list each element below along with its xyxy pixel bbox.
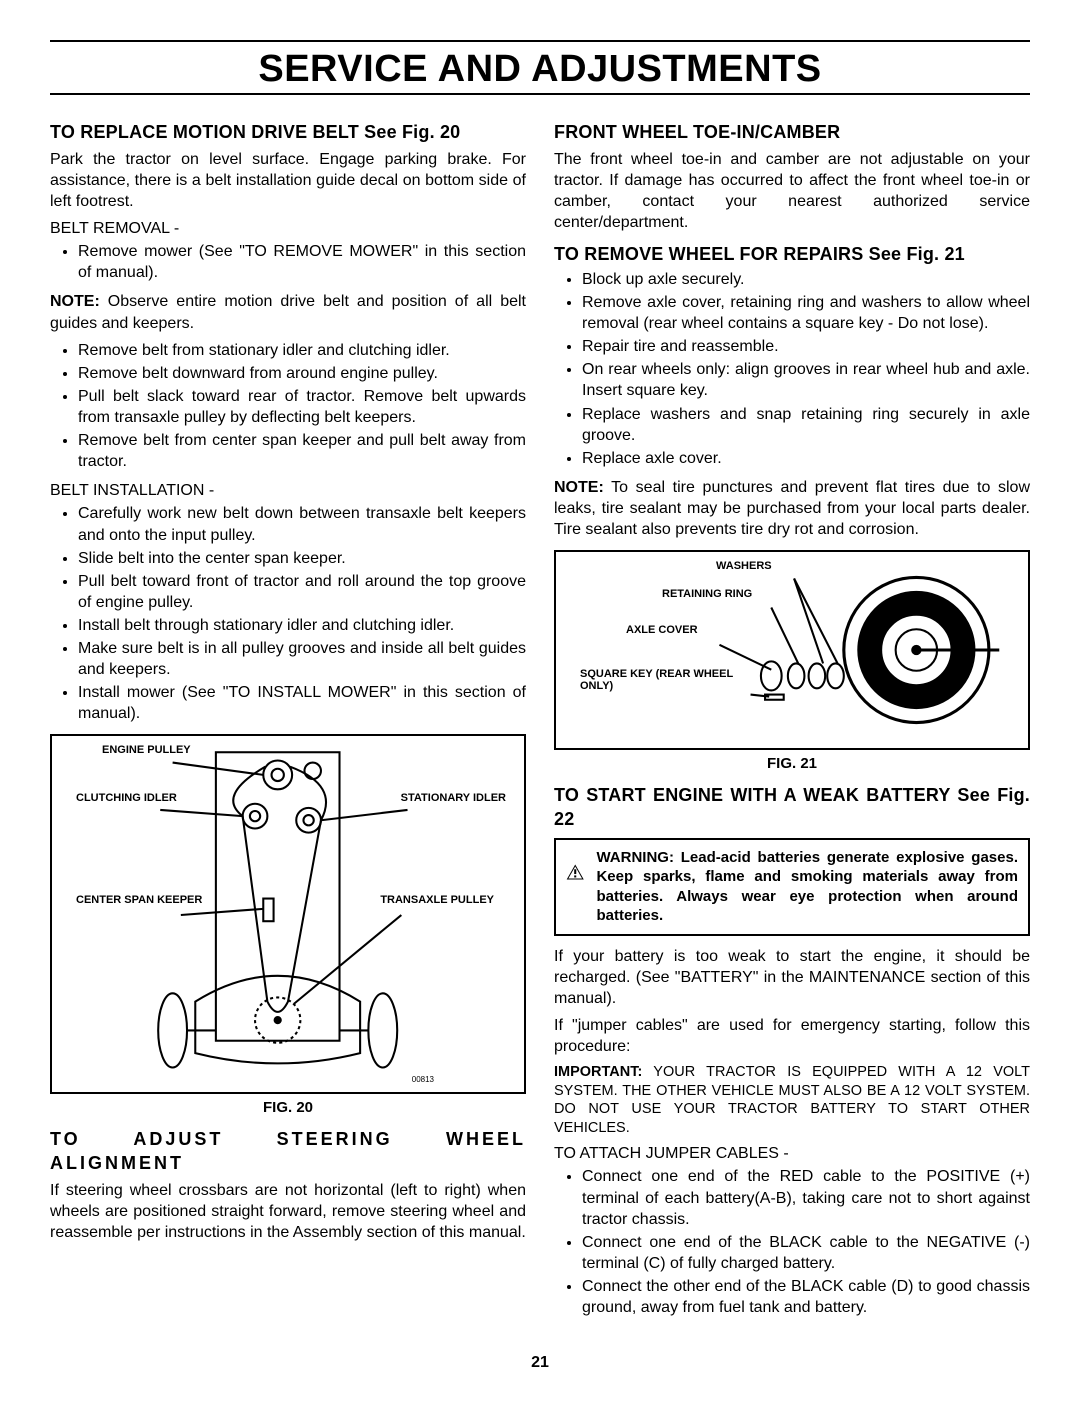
right-column: FRONT WHEEL TOE-IN/CAMBER The front whee… xyxy=(554,111,1030,1326)
heading-camber: FRONT WHEEL TOE-IN/CAMBER xyxy=(554,121,1030,145)
list-item: Remove belt from stationary idler and cl… xyxy=(78,340,526,361)
label-code: 00813 xyxy=(412,1076,434,1085)
warn-lead: WARNING: xyxy=(596,849,674,866)
list-item: Slide belt into the center span keeper. xyxy=(78,548,526,569)
label-engine-pulley: ENGINE PULLEY xyxy=(102,744,191,756)
list-wheel: Block up axle securely. Remove axle cove… xyxy=(554,269,1030,469)
note-text: To seal tire punctures and prevent flat … xyxy=(554,479,1030,538)
list-item: Carefully work new belt down between tra… xyxy=(78,503,526,545)
label-stationary-idler: STATIONARY IDLER xyxy=(401,792,506,804)
list-item: Pull belt toward front of tractor and ro… xyxy=(78,571,526,613)
para-batt1: If your battery is too weak to start the… xyxy=(554,946,1030,1009)
list-item: Remove axle cover, retaining ring and wa… xyxy=(582,292,1030,334)
para-camber: The front wheel toe-in and camber are no… xyxy=(554,149,1030,233)
list-item: Install belt through stationary idler an… xyxy=(78,615,526,636)
list-item: Remove mower (See "TO REMOVE MOWER" in t… xyxy=(78,241,526,283)
list-removal-2: Remove belt from stationary idler and cl… xyxy=(50,340,526,473)
list-item: On rear wheels only: align grooves in re… xyxy=(582,359,1030,401)
list-item: Install mower (See "TO INSTALL MOWER" in… xyxy=(78,682,526,724)
fig20-caption: FIG. 20 xyxy=(50,1098,526,1118)
list-item: Replace axle cover. xyxy=(582,448,1030,469)
para-replace: Park the tractor on level surface. Engag… xyxy=(50,149,526,212)
left-column: TO REPLACE MOTION DRIVE BELT See Fig. 20… xyxy=(50,111,526,1326)
note-text: Observe entire motion drive belt and pos… xyxy=(50,293,526,331)
heading-weak-battery: TO START ENGINE WITH A WEAK BATTERY See … xyxy=(554,784,1030,832)
top-rule xyxy=(50,40,1030,42)
label-center-span: CENTER SPAN KEEPER xyxy=(76,894,202,906)
heading-replace-belt: TO REPLACE MOTION DRIVE BELT See Fig. 20 xyxy=(50,121,526,145)
list-item: Remove belt from center span keeper and … xyxy=(78,430,526,472)
para-align: If steering wheel crossbars are not hori… xyxy=(50,1180,526,1243)
list-item: Pull belt slack toward rear of tractor. … xyxy=(78,386,526,428)
list-item: Block up axle securely. xyxy=(582,269,1030,290)
heading-steering-align: TO ADJUST STEERING WHEEL ALIGNMENT xyxy=(50,1128,526,1176)
list-item: Make sure belt is in all pulley grooves … xyxy=(78,638,526,680)
label-transaxle: TRANSAXLE PULLEY xyxy=(380,894,494,906)
list-item: Connect the other end of the BLACK cable… xyxy=(582,1276,1030,1318)
note-1: NOTE: Observe entire motion drive belt a… xyxy=(50,291,526,333)
heading-remove-wheel: TO REMOVE WHEEL FOR REPAIRS See Fig. 21 xyxy=(554,243,1030,267)
warning-text: WARNING: Lead-acid batteries generate ex… xyxy=(596,848,1018,926)
warning-box: WARNING: Lead-acid batteries generate ex… xyxy=(554,838,1030,936)
list-install: Carefully work new belt down between tra… xyxy=(50,503,526,724)
label-retaining: RETAINING RING xyxy=(662,588,752,600)
diagram-wheel-icon xyxy=(564,560,1020,740)
list-item: Connect one end of the RED cable to the … xyxy=(582,1166,1030,1229)
note-lead: NOTE: xyxy=(554,479,604,496)
list-item: Replace washers and snap retaining ring … xyxy=(582,404,1030,446)
label-jumper: TO ATTACH JUMPER CABLES - xyxy=(554,1143,1030,1164)
label-washers: WASHERS xyxy=(716,560,772,572)
note-lead: NOTE: xyxy=(50,293,100,310)
list-item: Repair tire and reassemble. xyxy=(582,336,1030,357)
warning-icon xyxy=(566,848,584,896)
label-belt-install: BELT INSTALLATION - xyxy=(50,480,526,501)
label-belt-removal: BELT REMOVAL - xyxy=(50,218,526,239)
imp-lead: IMPORTANT: xyxy=(554,1064,642,1080)
page-title: SERVICE AND ADJUSTMENTS xyxy=(50,48,1030,91)
bottom-rule xyxy=(50,93,1030,95)
list-removal-1: Remove mower (See "TO REMOVE MOWER" in t… xyxy=(50,241,526,283)
label-square-key: SQUARE KEY (REAR WHEEL ONLY) xyxy=(580,668,740,692)
note-2: NOTE: To seal tire punctures and prevent… xyxy=(554,477,1030,540)
label-clutching-idler: CLUTCHING IDLER xyxy=(76,792,177,804)
important-note: IMPORTANT: YOUR TRACTOR IS EQUIPPED WITH… xyxy=(554,1063,1030,1137)
list-item: Remove belt downward from around engine … xyxy=(78,363,526,384)
columns: TO REPLACE MOTION DRIVE BELT See Fig. 20… xyxy=(50,111,1030,1326)
list-item: Connect one end of the BLACK cable to th… xyxy=(582,1232,1030,1274)
figure-20: ENGINE PULLEY CLUTCHING IDLER STATIONARY… xyxy=(50,734,526,1094)
figure-21: WASHERS RETAINING RING AXLE COVER SQUARE… xyxy=(554,550,1030,750)
page-number: 21 xyxy=(50,1354,1030,1372)
fig21-caption: FIG. 21 xyxy=(554,754,1030,774)
label-axle-cover: AXLE COVER xyxy=(626,624,698,636)
para-batt2: If "jumper cables" are used for emergenc… xyxy=(554,1015,1030,1057)
list-jumper: Connect one end of the RED cable to the … xyxy=(554,1166,1030,1318)
